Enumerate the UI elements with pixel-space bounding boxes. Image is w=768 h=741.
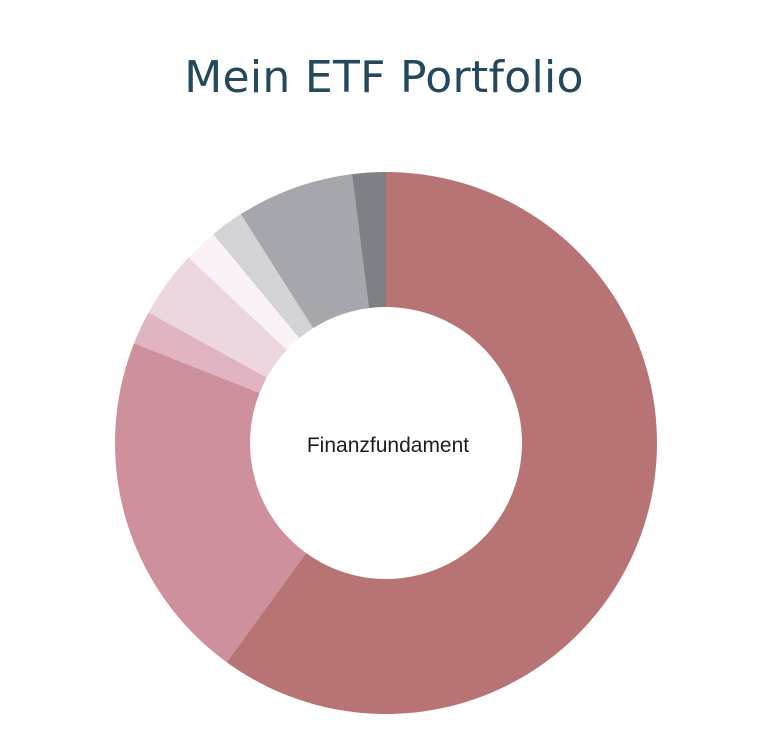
donut-slice-5[interactable] — [188, 234, 300, 350]
donut-slice-1[interactable] — [226, 172, 657, 714]
donut-slice-2[interactable] — [115, 343, 307, 663]
donut-slice-6[interactable] — [213, 214, 314, 339]
donut-slices — [115, 172, 657, 714]
donut-slice-7[interactable] — [240, 174, 369, 329]
donut-slice-8[interactable] — [352, 172, 386, 309]
chart-title: Mein ETF Portfolio — [184, 52, 584, 103]
center-label: Finanzfundament — [307, 434, 469, 457]
donut-slice-3[interactable] — [134, 312, 267, 393]
donut-slice-4[interactable] — [148, 257, 287, 378]
